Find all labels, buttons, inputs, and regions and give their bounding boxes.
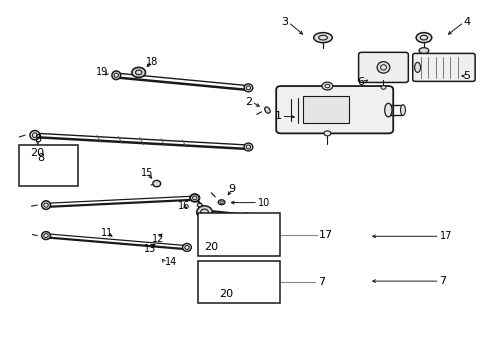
Text: 17: 17 xyxy=(318,230,332,239)
Text: 5: 5 xyxy=(462,71,469,81)
Ellipse shape xyxy=(217,227,226,242)
Ellipse shape xyxy=(201,209,205,212)
Bar xyxy=(197,261,279,303)
Ellipse shape xyxy=(205,211,213,217)
Ellipse shape xyxy=(197,203,202,207)
Ellipse shape xyxy=(189,194,199,202)
Ellipse shape xyxy=(244,143,252,151)
Text: 20: 20 xyxy=(30,148,44,158)
Text: 13: 13 xyxy=(143,244,156,254)
FancyBboxPatch shape xyxy=(412,53,474,81)
Ellipse shape xyxy=(243,213,250,220)
Ellipse shape xyxy=(322,82,332,90)
Text: 7: 7 xyxy=(439,276,446,286)
Ellipse shape xyxy=(41,201,50,210)
Ellipse shape xyxy=(414,62,420,72)
Ellipse shape xyxy=(218,200,224,205)
Text: 6: 6 xyxy=(357,77,364,87)
Text: 11: 11 xyxy=(101,228,113,238)
Text: 9: 9 xyxy=(228,184,235,194)
Text: 12: 12 xyxy=(152,234,164,244)
Bar xyxy=(197,213,279,256)
Ellipse shape xyxy=(66,170,72,175)
Bar xyxy=(19,145,78,186)
Text: 2: 2 xyxy=(244,97,251,107)
Text: 8: 8 xyxy=(37,153,44,163)
Text: 10: 10 xyxy=(258,198,270,208)
Text: 3: 3 xyxy=(281,17,288,27)
Text: 4: 4 xyxy=(463,17,470,27)
Ellipse shape xyxy=(264,107,269,113)
Text: 19: 19 xyxy=(96,67,108,77)
Ellipse shape xyxy=(212,276,222,290)
Ellipse shape xyxy=(213,273,220,278)
Ellipse shape xyxy=(415,33,431,42)
Ellipse shape xyxy=(30,131,40,140)
Ellipse shape xyxy=(44,165,52,172)
Bar xyxy=(303,96,348,123)
Ellipse shape xyxy=(218,224,225,229)
Text: 20: 20 xyxy=(219,289,233,299)
Ellipse shape xyxy=(132,67,145,77)
Text: 17: 17 xyxy=(439,231,451,241)
Ellipse shape xyxy=(400,105,405,116)
Text: 1: 1 xyxy=(274,111,281,121)
Text: 18: 18 xyxy=(145,57,158,67)
Ellipse shape xyxy=(244,84,252,92)
Ellipse shape xyxy=(380,86,385,89)
Text: 20: 20 xyxy=(204,242,218,252)
Text: 15: 15 xyxy=(141,168,153,178)
FancyBboxPatch shape xyxy=(276,86,392,134)
Ellipse shape xyxy=(196,206,212,219)
Ellipse shape xyxy=(313,33,331,42)
Text: 14: 14 xyxy=(164,257,177,267)
Ellipse shape xyxy=(376,62,389,73)
Text: 16: 16 xyxy=(178,201,190,211)
Ellipse shape xyxy=(190,194,199,202)
Ellipse shape xyxy=(219,247,224,251)
FancyBboxPatch shape xyxy=(358,52,407,82)
Ellipse shape xyxy=(182,243,191,251)
Ellipse shape xyxy=(418,48,428,53)
Ellipse shape xyxy=(384,103,391,117)
Ellipse shape xyxy=(324,131,330,136)
Text: 7: 7 xyxy=(317,277,324,287)
Ellipse shape xyxy=(153,180,160,187)
Ellipse shape xyxy=(112,71,121,80)
Ellipse shape xyxy=(214,295,220,300)
Ellipse shape xyxy=(41,231,50,239)
Text: 8: 8 xyxy=(34,134,41,144)
